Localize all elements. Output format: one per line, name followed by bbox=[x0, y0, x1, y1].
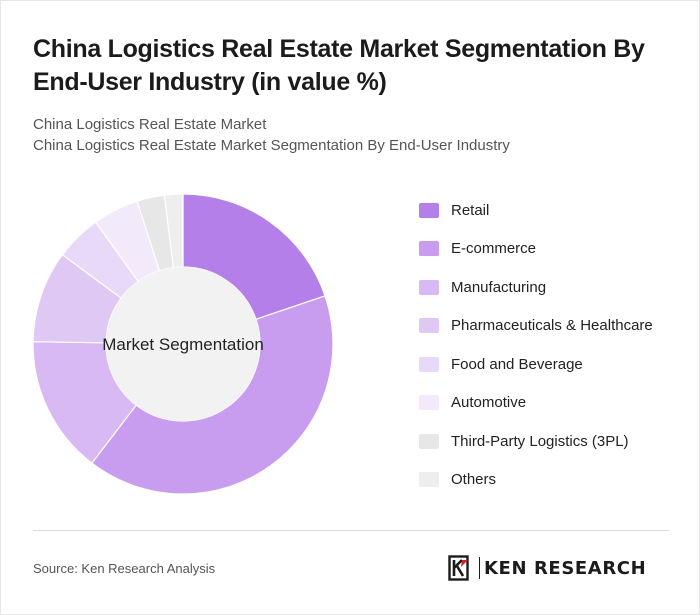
logo-divider bbox=[479, 557, 480, 579]
legend-label: Retail bbox=[451, 201, 490, 219]
legend-swatch bbox=[419, 318, 439, 333]
ken-research-logo: KEN RESEARCH bbox=[448, 553, 670, 583]
legend-swatch bbox=[419, 279, 439, 295]
legend-item[interactable]: Manufacturing bbox=[419, 276, 546, 298]
subtitle-line-2: China Logistics Real Estate Market Segme… bbox=[33, 137, 510, 154]
legend-label: Food and Beverage bbox=[451, 355, 583, 373]
legend-swatch bbox=[419, 241, 439, 256]
legend-swatch bbox=[419, 356, 439, 372]
legend-label: Others bbox=[451, 471, 497, 488]
legend-item[interactable]: E-commerce bbox=[419, 238, 536, 260]
chart-title: China Logistics Real Estate Market Segme… bbox=[33, 35, 645, 96]
legend-item[interactable]: Pharmaceuticals & Healthcare bbox=[419, 315, 653, 337]
legend-swatch bbox=[419, 433, 439, 449]
chart-subtitle: China Logistics Real Estate Market China… bbox=[33, 114, 673, 156]
legend-swatch bbox=[419, 202, 439, 218]
legend-swatch bbox=[419, 395, 439, 410]
donut-chart: Market Segmentation bbox=[32, 193, 334, 495]
footer-divider bbox=[33, 530, 669, 531]
legend-label: E-commerce bbox=[451, 240, 537, 257]
legend-label: Automotive bbox=[451, 394, 527, 411]
legend-item[interactable]: Food and Beverage bbox=[419, 353, 583, 375]
source-note: Source: Ken Research Analysis bbox=[33, 561, 216, 576]
legend-swatch bbox=[419, 472, 439, 487]
ken-research-logo-icon bbox=[448, 555, 469, 581]
legend-item[interactable]: Retail bbox=[419, 199, 489, 221]
legend-item[interactable]: Third-Party Logistics (3PL) bbox=[419, 430, 629, 452]
legend-item[interactable]: Others bbox=[419, 469, 496, 491]
legend-label: Manufacturing bbox=[451, 278, 547, 296]
subtitle-line-1: China Logistics Real Estate Market bbox=[33, 116, 267, 133]
legend-label: Third-Party Logistics (3PL) bbox=[451, 432, 629, 450]
donut-center-label: Market Segmentation bbox=[102, 335, 264, 354]
donut-center bbox=[106, 267, 260, 421]
legend-item[interactable]: Automotive bbox=[419, 392, 526, 414]
logo-text: KEN RESEARCH bbox=[484, 557, 647, 579]
legend-label: Pharmaceuticals & Healthcare bbox=[451, 317, 653, 334]
